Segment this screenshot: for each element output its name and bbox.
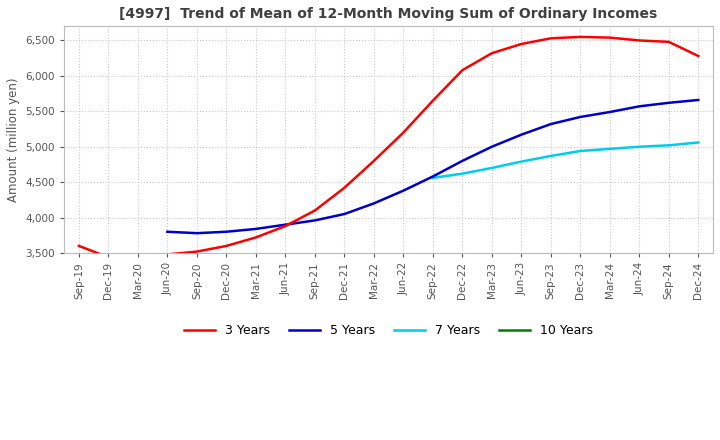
5 Years bbox=[606, 110, 614, 115]
7 Years bbox=[458, 171, 467, 176]
3 Years bbox=[576, 34, 585, 40]
5 Years bbox=[399, 188, 408, 193]
3 Years bbox=[458, 68, 467, 73]
5 Years bbox=[340, 211, 348, 216]
5 Years bbox=[428, 174, 437, 179]
7 Years bbox=[517, 159, 526, 164]
5 Years bbox=[163, 229, 171, 235]
5 Years bbox=[546, 121, 555, 127]
7 Years bbox=[428, 175, 437, 180]
5 Years bbox=[458, 158, 467, 164]
3 Years bbox=[192, 249, 201, 254]
7 Years bbox=[694, 140, 703, 145]
3 Years bbox=[487, 51, 496, 56]
5 Years bbox=[310, 218, 319, 223]
3 Years bbox=[606, 35, 614, 40]
5 Years bbox=[635, 104, 644, 109]
3 Years bbox=[428, 98, 437, 103]
Title: [4997]  Trend of Mean of 12-Month Moving Sum of Ordinary Incomes: [4997] Trend of Mean of 12-Month Moving … bbox=[120, 7, 658, 21]
5 Years bbox=[665, 100, 673, 106]
7 Years bbox=[576, 148, 585, 154]
3 Years bbox=[517, 41, 526, 47]
3 Years bbox=[310, 208, 319, 213]
3 Years bbox=[251, 235, 260, 240]
3 Years bbox=[104, 255, 113, 260]
Line: 5 Years: 5 Years bbox=[167, 100, 698, 233]
3 Years bbox=[635, 38, 644, 43]
5 Years bbox=[517, 132, 526, 137]
5 Years bbox=[694, 97, 703, 103]
3 Years bbox=[134, 256, 143, 261]
3 Years bbox=[399, 130, 408, 135]
5 Years bbox=[487, 144, 496, 149]
7 Years bbox=[487, 165, 496, 171]
3 Years bbox=[694, 53, 703, 59]
3 Years bbox=[222, 243, 230, 249]
5 Years bbox=[369, 201, 378, 206]
5 Years bbox=[576, 114, 585, 120]
3 Years bbox=[340, 185, 348, 191]
7 Years bbox=[665, 143, 673, 148]
3 Years bbox=[369, 158, 378, 164]
3 Years bbox=[665, 39, 673, 44]
3 Years bbox=[75, 243, 84, 249]
7 Years bbox=[546, 153, 555, 158]
3 Years bbox=[163, 252, 171, 257]
Line: 3 Years: 3 Years bbox=[79, 37, 698, 259]
3 Years bbox=[546, 36, 555, 41]
7 Years bbox=[635, 144, 644, 149]
5 Years bbox=[192, 231, 201, 236]
5 Years bbox=[281, 222, 289, 227]
5 Years bbox=[251, 226, 260, 231]
7 Years bbox=[606, 146, 614, 151]
Y-axis label: Amount (million yen): Amount (million yen) bbox=[7, 77, 20, 202]
3 Years bbox=[281, 224, 289, 229]
Legend: 3 Years, 5 Years, 7 Years, 10 Years: 3 Years, 5 Years, 7 Years, 10 Years bbox=[179, 319, 598, 342]
5 Years bbox=[222, 229, 230, 235]
Line: 7 Years: 7 Years bbox=[433, 143, 698, 178]
